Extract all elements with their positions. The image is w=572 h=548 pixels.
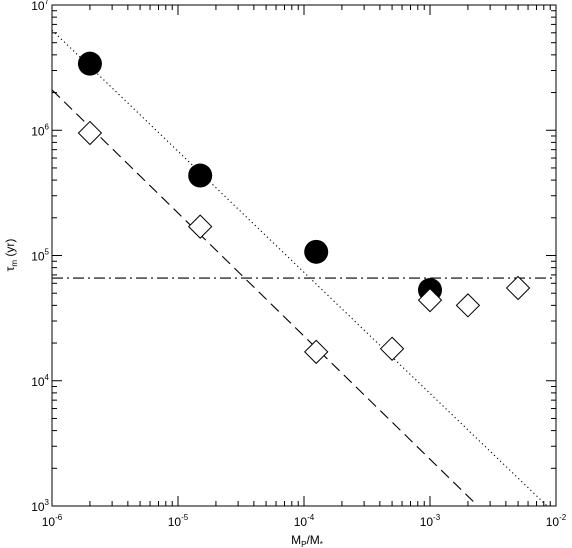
open-diamond-point: [455, 293, 481, 318]
y-label-sub: m: [10, 260, 19, 267]
line-dotted: [51, 29, 548, 507]
line-dashed: [51, 89, 479, 507]
y-axis-label: τm (yr): [3, 239, 19, 272]
x-label-sub2: *: [320, 540, 323, 548]
data-markers: [77, 51, 531, 365]
y-label-rest: (yr): [3, 239, 17, 260]
tick-labels: 10-6 10-5 10-4 10-3 10-2 103 104 105 106 107: [31, 0, 567, 529]
open-diamond-point: [187, 214, 213, 239]
y-label-main: τ: [3, 266, 17, 271]
open-diamond-point: [304, 339, 329, 365]
open-diamond-point: [505, 275, 531, 301]
axis-ticks: [51, 4, 557, 507]
x-label-sub: P: [301, 540, 306, 548]
x-tick-label: 10-5: [168, 513, 189, 529]
y-tick-label: 106: [31, 122, 49, 138]
reference-lines: [51, 29, 556, 507]
plot-frame: [51, 4, 557, 507]
x-label-rest: /M: [306, 533, 319, 547]
open-diamond-point: [379, 336, 405, 361]
y-tick-label: 105: [31, 248, 49, 264]
open-diamond-point: [417, 287, 443, 313]
x-tick-label: 10-4: [294, 513, 315, 529]
x-tick-label: 10-3: [420, 513, 441, 529]
x-tick-label: 10-6: [42, 513, 63, 529]
filled-circle-point: [77, 51, 102, 76]
open-diamond-point: [77, 120, 103, 146]
filled-circle-point: [304, 239, 329, 264]
y-tick-label: 103: [31, 498, 49, 514]
y-tick-label: 104: [31, 373, 49, 389]
filled-circle-point: [188, 163, 213, 188]
x-axis-label: MP/M*: [291, 533, 323, 548]
x-tick-label: 10-2: [546, 513, 567, 529]
x-label-main: M: [291, 533, 301, 547]
y-tick-label: 107: [31, 0, 49, 13]
